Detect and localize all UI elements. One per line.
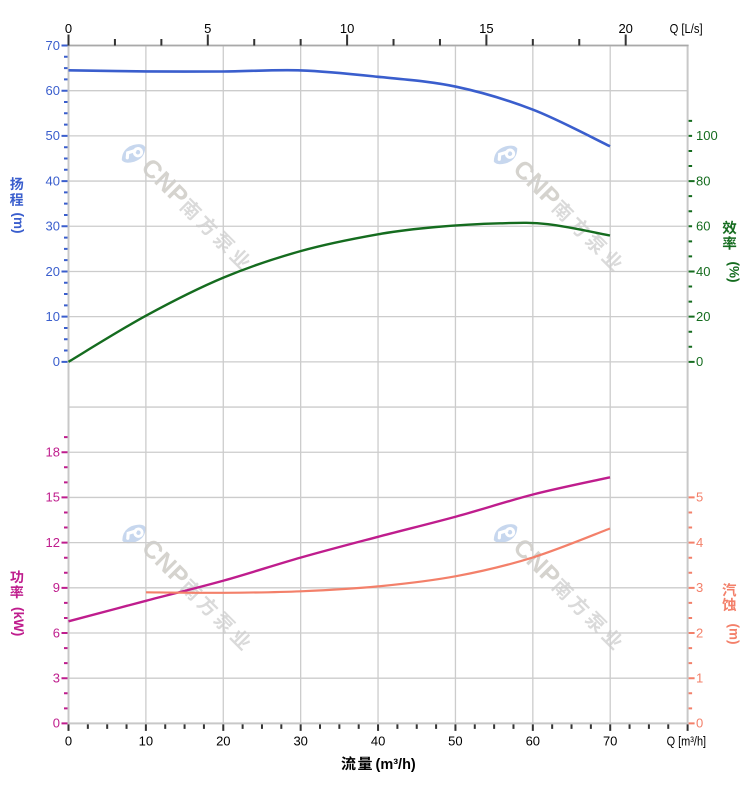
svg-text:(m): (m)	[11, 213, 26, 234]
svg-text:(kW): (kW)	[11, 607, 26, 636]
svg-text:10: 10	[139, 734, 153, 749]
svg-text:30: 30	[46, 219, 60, 234]
svg-text:0: 0	[53, 716, 60, 731]
svg-text:Q [m³/h]: Q [m³/h]	[667, 734, 707, 749]
svg-text:0: 0	[696, 354, 703, 369]
svg-text:15: 15	[479, 21, 493, 36]
svg-text:20: 20	[618, 21, 632, 36]
svg-text:18: 18	[46, 445, 60, 460]
svg-text:2: 2	[696, 625, 703, 640]
svg-text:9: 9	[53, 580, 60, 595]
svg-text:80: 80	[696, 173, 710, 188]
svg-text:30: 30	[293, 734, 307, 749]
svg-text:10: 10	[46, 309, 60, 324]
svg-text:(m³/h): (m³/h)	[376, 757, 416, 773]
svg-text:20: 20	[216, 734, 230, 749]
svg-text:10: 10	[340, 21, 354, 36]
svg-text:60: 60	[46, 83, 60, 98]
svg-text:0: 0	[65, 21, 72, 36]
svg-text:5: 5	[696, 490, 703, 505]
svg-text:3: 3	[696, 580, 703, 595]
svg-text:20: 20	[46, 264, 60, 279]
svg-text:40: 40	[371, 734, 385, 749]
svg-text:4: 4	[696, 535, 703, 550]
svg-text:(%): (%)	[727, 262, 742, 283]
svg-text:3: 3	[53, 671, 60, 686]
svg-text:0: 0	[53, 354, 60, 369]
svg-text:6: 6	[53, 625, 60, 640]
svg-text:60: 60	[526, 734, 540, 749]
svg-text:5: 5	[204, 21, 211, 36]
svg-text:100: 100	[696, 128, 718, 143]
svg-text:20: 20	[696, 309, 710, 324]
svg-text:0: 0	[696, 716, 703, 731]
svg-text:60: 60	[696, 219, 710, 234]
svg-text:1: 1	[696, 671, 703, 686]
svg-text:70: 70	[46, 38, 60, 53]
svg-text:(m): (m)	[727, 624, 742, 645]
svg-text:40: 40	[696, 264, 710, 279]
svg-text:50: 50	[46, 128, 60, 143]
svg-text:12: 12	[46, 535, 60, 550]
svg-text:15: 15	[46, 490, 60, 505]
svg-text:70: 70	[603, 734, 617, 749]
svg-text:0: 0	[65, 734, 72, 749]
svg-text:50: 50	[448, 734, 462, 749]
svg-text:40: 40	[46, 173, 60, 188]
svg-text:Q [L/s]: Q [L/s]	[670, 21, 703, 36]
